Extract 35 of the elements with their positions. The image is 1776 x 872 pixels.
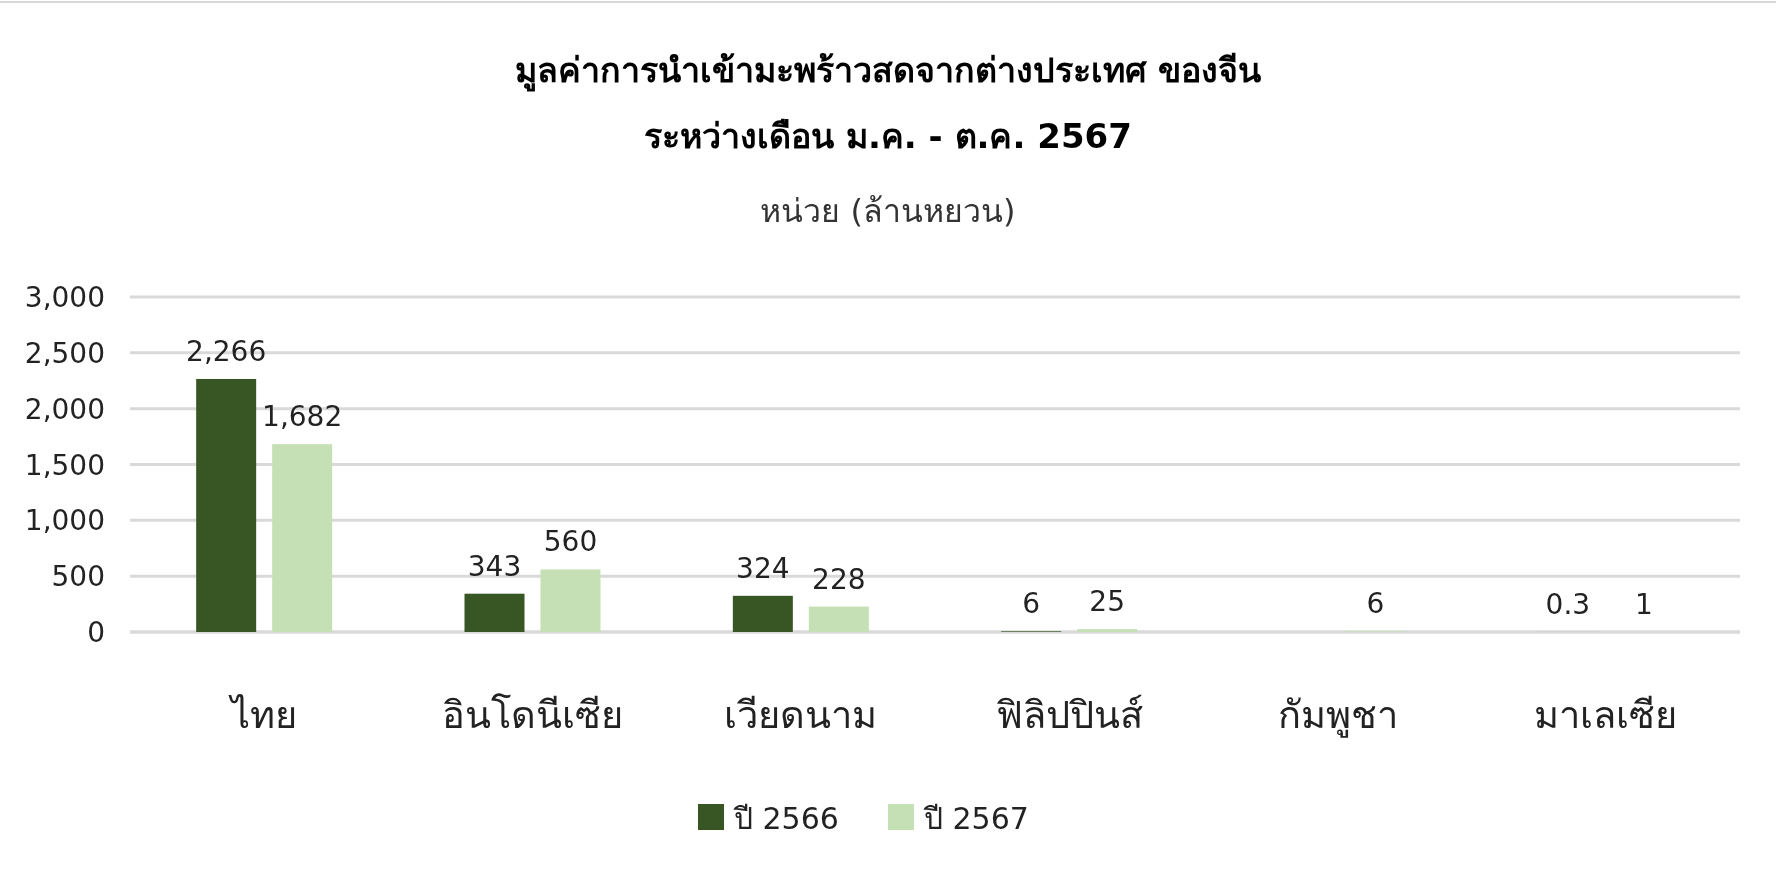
data-label: 25 [1089, 585, 1125, 619]
x-tick-label: ฟิลิปปินส์ [995, 693, 1143, 737]
y-tick-label: 3,000 [24, 281, 105, 314]
bar [272, 444, 333, 632]
x-tick-label: มาเลเซีย [1534, 693, 1678, 737]
data-label: 6 [1022, 587, 1041, 621]
data-label: 324 [736, 551, 790, 585]
legend-label: ปี 2567 [923, 801, 1029, 836]
data-label: 1 [1634, 587, 1653, 621]
x-tick-label: อินโดนีเซีย [442, 693, 623, 737]
legend-label: ปี 2566 [733, 801, 839, 836]
x-tick-label: เวียดนาม [724, 693, 878, 737]
bar [808, 606, 869, 632]
y-tick-label: 2,000 [24, 392, 105, 426]
bar [1077, 629, 1138, 632]
y-tick-label: 1,000 [24, 504, 105, 538]
y-tick-label: 0 [87, 616, 105, 649]
bar [464, 593, 525, 632]
x-tick-label: กัมพูชา [1277, 693, 1398, 738]
chart-title: มูลค่าการนำเข้ามะพร้าวสดจากต่างประเทศ ของจีน ระหว่างเดือน ม.ค. - ต.ค. 2567 [514, 50, 1262, 156]
data-label: 1,682 [262, 400, 343, 434]
data-label: 6 [1366, 587, 1385, 621]
bar [540, 569, 601, 632]
data-label: 0.3 [1545, 587, 1591, 621]
y-tick-label: 1,500 [24, 448, 105, 482]
data-label: 2,266 [186, 334, 267, 368]
bar [196, 378, 257, 632]
data-label: 343 [467, 549, 522, 583]
bar [732, 595, 793, 632]
y-tick-label: 2,500 [24, 336, 105, 370]
data-label: 228 [812, 562, 866, 596]
y-tick-label: 500 [51, 560, 105, 594]
x-tick-label: ไทย [228, 693, 298, 737]
chart-subtitle: หน่วย (ล้านหยวน) [760, 192, 1016, 230]
data-label: 560 [543, 525, 598, 559]
